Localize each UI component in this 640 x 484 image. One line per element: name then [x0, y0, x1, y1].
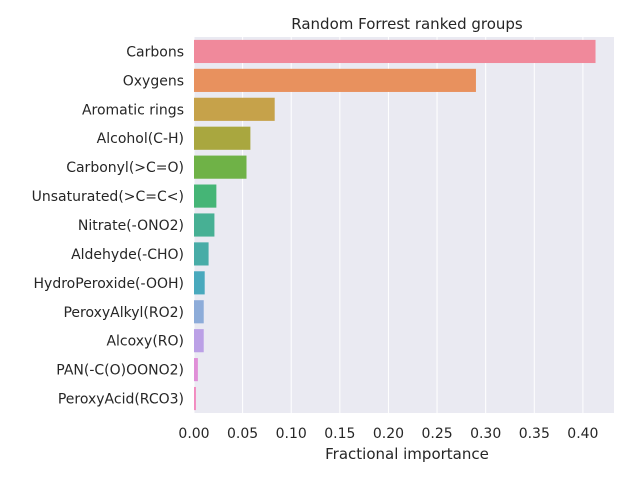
x-tick-label: 0.20 [373, 426, 404, 442]
x-tick-labels: 0.00 0.05 0.10 0.15 0.20 0.25 0.30 0.35 0.40 [178, 426, 598, 442]
bar [194, 358, 198, 382]
y-tick-label: Carbons [126, 44, 184, 60]
x-tick-label: 0.05 [227, 426, 258, 442]
y-tick-label: Aldehyde(-CHO) [71, 247, 184, 263]
bar [194, 386, 196, 411]
bar [194, 242, 209, 266]
x-tick-label: 0.40 [567, 426, 598, 442]
y-tick-label: PAN(-C(O)OONO2) [56, 363, 184, 379]
bars [194, 39, 596, 411]
x-axis-label: Fractional importance [325, 445, 489, 463]
x-tick-label: 0.10 [276, 426, 307, 442]
bar [194, 213, 215, 237]
bar [194, 155, 247, 179]
bar [194, 126, 251, 150]
y-tick-label: Unsaturated(>C=C<) [32, 189, 184, 205]
x-tick-label: 0.30 [470, 426, 501, 442]
bar [194, 184, 217, 208]
x-tick-label: 0.15 [324, 426, 355, 442]
y-tick-label: Aromatic rings [82, 102, 184, 118]
y-tick-label: Alcoxy(RO) [106, 334, 184, 350]
bar [194, 271, 205, 295]
bar [194, 39, 596, 64]
x-tick-label: 0.25 [421, 426, 452, 442]
y-tick-label: Alcohol(C-H) [97, 131, 184, 147]
y-tick-label: Carbonyl(>C=O) [66, 160, 184, 176]
y-tick-label: PeroxyAlkyl(RO2) [63, 305, 184, 321]
bar [194, 300, 204, 324]
y-tick-label: Nitrate(-ONO2) [78, 218, 184, 234]
bar [194, 329, 204, 353]
y-tick-label: Oxygens [123, 73, 184, 89]
plot-area [194, 37, 614, 413]
x-tick-label: 0.35 [519, 426, 550, 442]
y-tick-label: HydroPeroxide(-OOH) [34, 276, 184, 292]
bar [194, 97, 275, 121]
y-tick-label: PeroxyAcid(RCO3) [58, 392, 184, 408]
bar [194, 68, 476, 92]
chart-title: Random Forrest ranked groups [291, 15, 523, 33]
y-tick-labels: Carbons Oxygens Aromatic rings Alcohol(C-H)… [32, 44, 184, 407]
x-tick-label: 0.00 [178, 426, 209, 442]
